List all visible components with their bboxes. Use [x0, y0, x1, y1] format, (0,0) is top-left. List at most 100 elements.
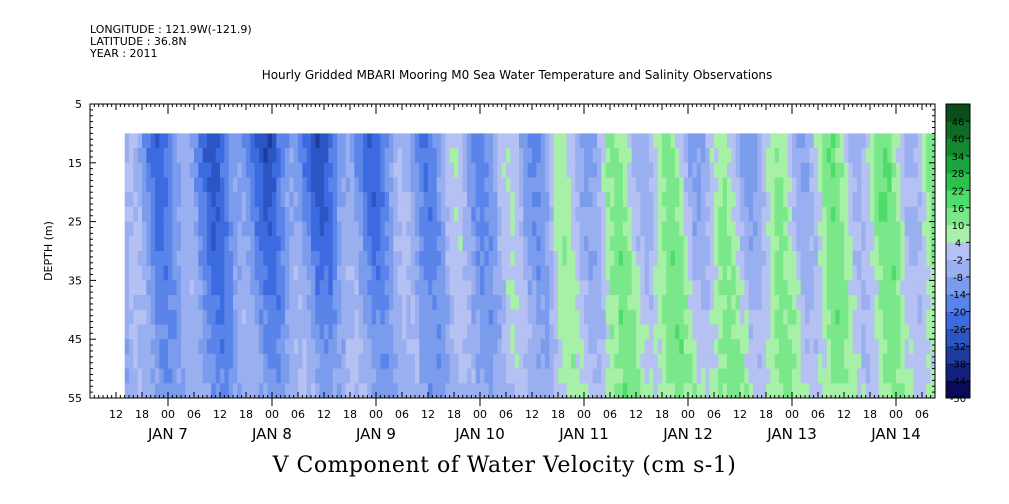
heatmap-cell: [523, 206, 529, 222]
heatmap-cell: [302, 339, 308, 355]
heatmap-cell: [358, 251, 364, 267]
heatmap-cell: [618, 339, 624, 355]
heatmap-cell: [198, 236, 204, 252]
heatmap-cell: [510, 251, 516, 267]
heatmap-cell: [753, 133, 758, 149]
heatmap-cell: [579, 324, 585, 340]
heatmap-cell: [527, 162, 533, 178]
heatmap-cell: [536, 251, 542, 267]
heatmap-cell: [848, 368, 854, 384]
heatmap-cell: [536, 192, 542, 208]
heatmap-cell: [774, 295, 780, 311]
heatmap-cell: [896, 368, 901, 384]
heatmap-cell: [774, 206, 780, 222]
heatmap-cell: [272, 162, 277, 178]
heatmap-cell: [354, 339, 360, 355]
y-tick-label: 55: [68, 392, 82, 405]
heatmap-cell: [644, 192, 650, 208]
heatmap-cell: [163, 236, 169, 252]
heatmap-cell: [215, 133, 221, 149]
heatmap-cell: [124, 251, 130, 267]
heatmap-cell: [176, 383, 182, 398]
heatmap-cell: [332, 265, 338, 281]
heatmap-cell: [142, 192, 147, 208]
heatmap-cell: [254, 236, 260, 252]
heatmap-cell: [163, 192, 169, 208]
heatmap-cell: [783, 309, 789, 325]
heatmap-cell: [636, 324, 641, 340]
heatmap-cell: [744, 280, 750, 296]
heatmap-cell: [865, 324, 871, 340]
heatmap-cell: [220, 251, 225, 267]
heatmap-cell: [870, 324, 875, 340]
heatmap-cell: [588, 383, 594, 398]
heatmap-cell: [315, 280, 321, 296]
heatmap-cell: [358, 368, 364, 384]
heatmap-cell: [571, 206, 576, 222]
heatmap-cell: [163, 162, 169, 178]
heatmap-cell: [124, 324, 130, 340]
heatmap-cell: [393, 148, 399, 164]
heatmap-cell: [883, 309, 888, 325]
heatmap-cell: [878, 353, 884, 369]
heatmap-cell: [315, 368, 321, 384]
heatmap-cell: [930, 221, 935, 237]
heatmap-cell: [142, 133, 147, 149]
heatmap-cell: [922, 148, 927, 164]
heatmap-cell: [419, 324, 425, 340]
colorbar-swatch: [946, 311, 970, 330]
heatmap-cell: [458, 280, 464, 296]
heatmap-cell: [376, 339, 381, 355]
heatmap-cell: [926, 236, 932, 252]
heatmap-cell: [241, 221, 247, 237]
heatmap-cell: [584, 383, 589, 398]
heatmap-cell: [441, 221, 446, 237]
heatmap-cell: [454, 162, 459, 178]
heatmap-cell: [324, 324, 329, 340]
heatmap-cell: [579, 353, 585, 369]
x-hour-tick-label: 18: [655, 408, 669, 421]
heatmap-cell: [675, 236, 680, 252]
heatmap-cell: [237, 353, 243, 369]
heatmap-cell: [614, 221, 620, 237]
heatmap-cell: [319, 309, 325, 325]
heatmap-cell: [319, 192, 325, 208]
heatmap-cell: [467, 280, 472, 296]
heatmap-cell: [891, 162, 897, 178]
heatmap-cell: [436, 280, 442, 296]
heatmap-cell: [705, 368, 711, 384]
heatmap-cell: [350, 148, 355, 164]
heatmap-cell: [714, 206, 719, 222]
heatmap-cell: [358, 162, 364, 178]
heatmap-cell: [675, 251, 680, 267]
heatmap-cell: [549, 251, 555, 267]
heatmap-cell: [822, 251, 828, 267]
heatmap-cell: [345, 251, 351, 267]
heatmap-cell: [718, 265, 724, 281]
heatmap-cell: [675, 133, 680, 149]
heatmap-cell: [597, 324, 602, 340]
heatmap-cell: [584, 324, 589, 340]
heatmap-cell: [168, 206, 173, 222]
heatmap-cell: [731, 251, 737, 267]
heatmap-cell: [649, 162, 654, 178]
heatmap-cell: [792, 162, 797, 178]
heatmap-cell: [922, 265, 927, 281]
heatmap-cell: [142, 148, 147, 164]
heatmap-cell: [276, 339, 282, 355]
heatmap-cell: [883, 148, 888, 164]
y-tick-label: 45: [68, 333, 82, 346]
heatmap-cell: [393, 251, 399, 267]
heatmap-cell: [670, 280, 676, 296]
heatmap-cell: [337, 339, 342, 355]
heatmap-cell: [813, 221, 819, 237]
heatmap-cell: [610, 368, 615, 384]
heatmap-cell: [909, 280, 914, 296]
heatmap-cell: [852, 324, 858, 340]
heatmap-cell: [376, 383, 381, 398]
heatmap-cell: [272, 236, 277, 252]
heatmap-cell: [744, 133, 750, 149]
heatmap-cell: [510, 192, 516, 208]
heatmap-cell: [675, 339, 680, 355]
heatmap-cell: [731, 368, 737, 384]
